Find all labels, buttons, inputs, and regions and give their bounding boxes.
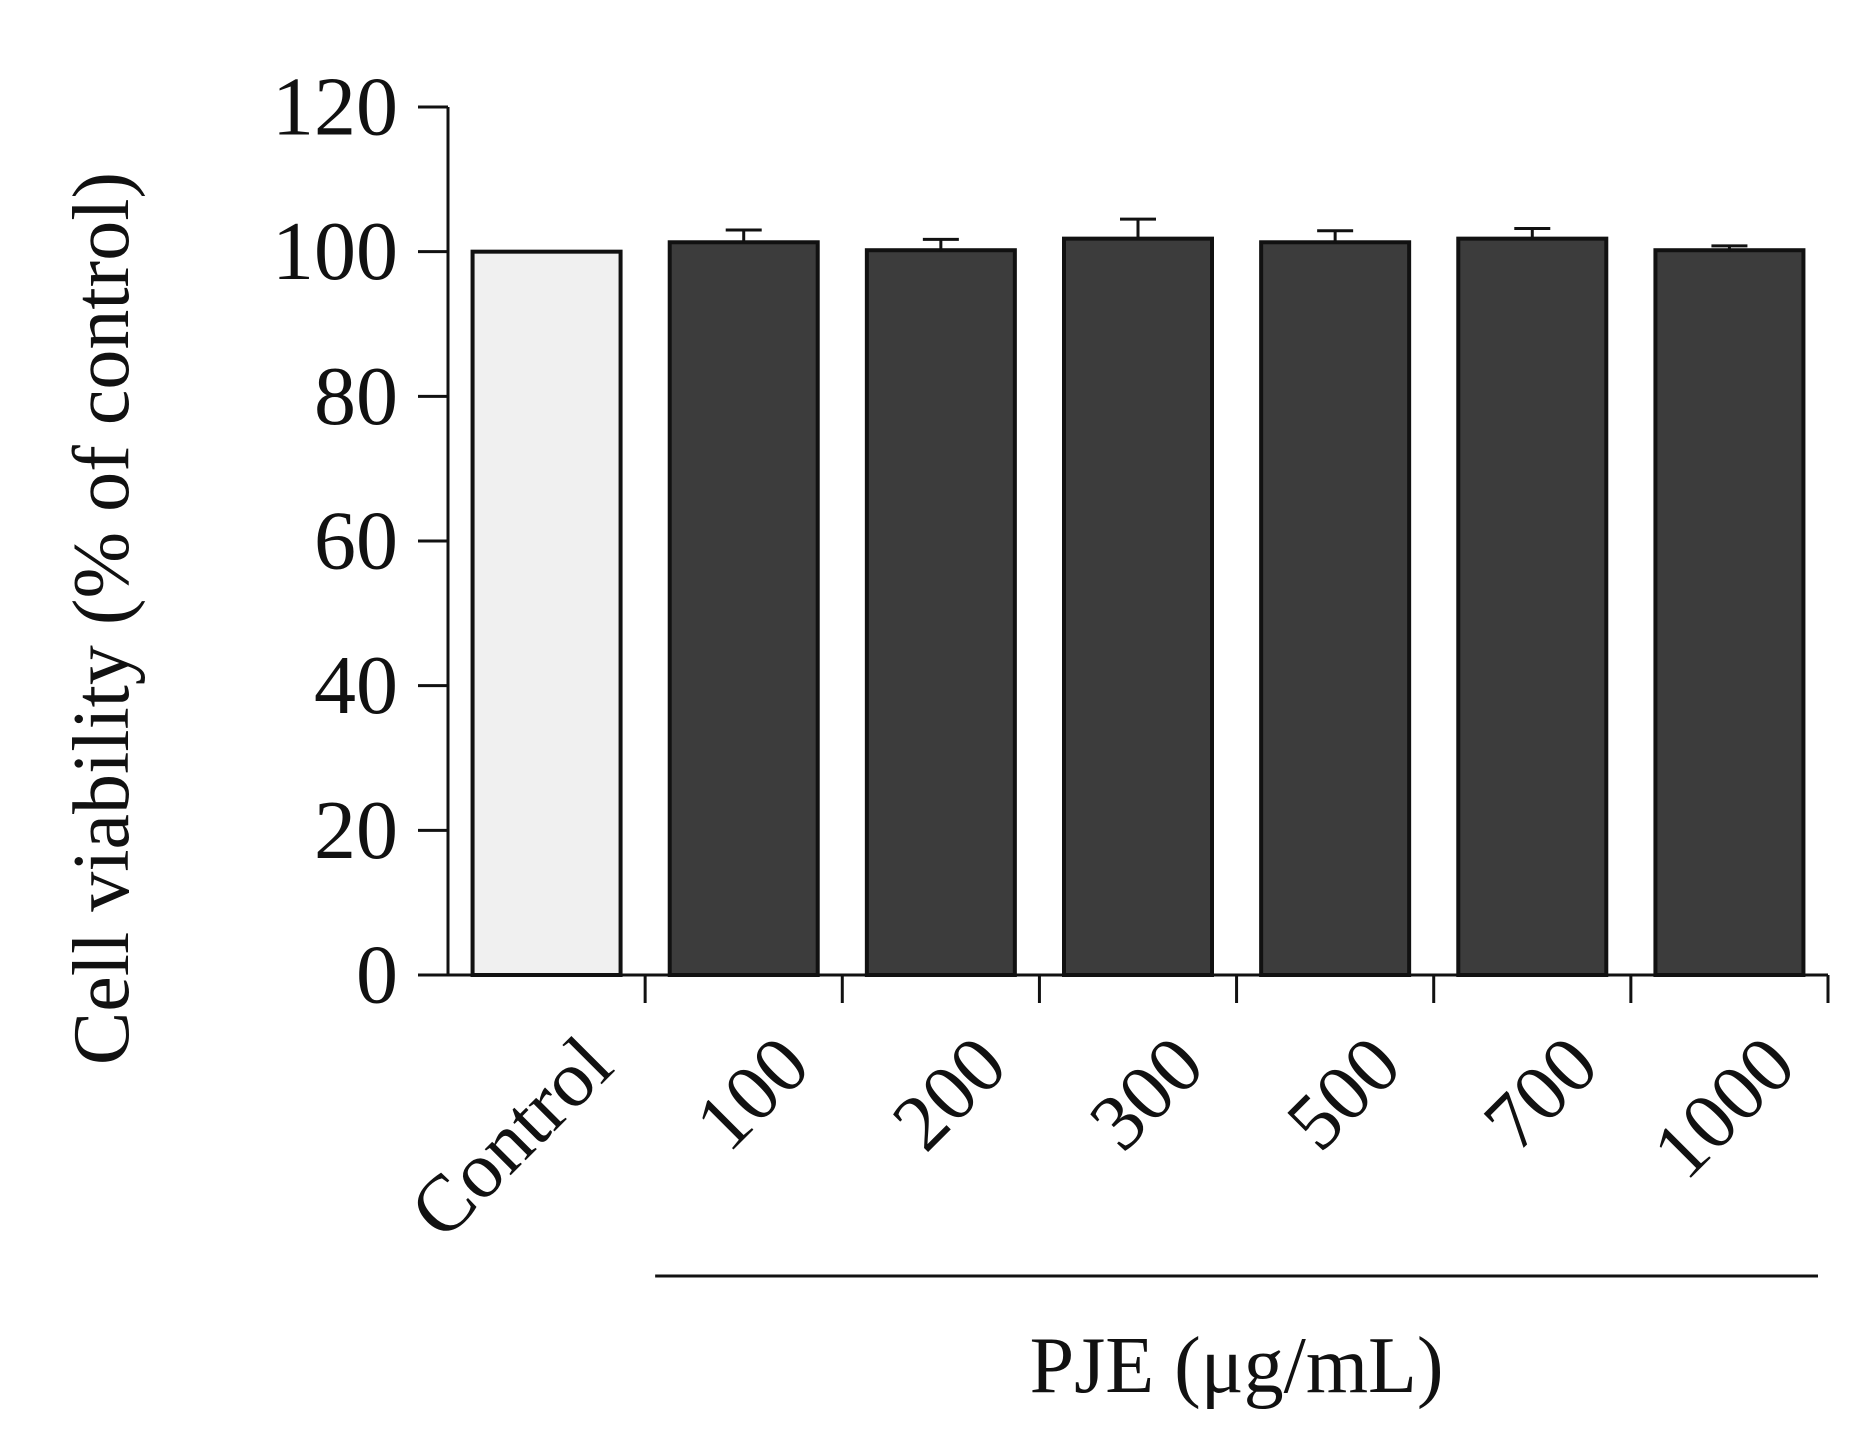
x-tick-label: 1000 xyxy=(1636,1020,1811,1195)
bars-group xyxy=(470,217,1806,978)
x-tick-label: 700 xyxy=(1468,1020,1615,1167)
group-label: PJE (μg/mL) xyxy=(1030,1322,1444,1410)
bar-500 xyxy=(1259,240,1412,978)
x-tick-label: Control xyxy=(394,1020,629,1255)
x-tick-label: 200 xyxy=(876,1020,1023,1167)
y-tick-label: 100 xyxy=(272,205,398,298)
bar-100 xyxy=(667,240,820,978)
bar-300 xyxy=(1062,236,1214,977)
bar-700 xyxy=(1456,236,1609,977)
y-tick-label: 40 xyxy=(314,639,398,732)
y-axis: 0 20 40 60 80 100 120 xyxy=(272,61,450,1022)
x-tick-label: 300 xyxy=(1073,1020,1220,1167)
y-tick-label: 60 xyxy=(314,495,398,588)
bar-200 xyxy=(864,248,1017,978)
bar-control xyxy=(470,249,623,977)
y-axis-title: Cell viability (% of control) xyxy=(58,172,146,1065)
y-tick-label: 120 xyxy=(272,61,398,154)
bar-1000 xyxy=(1653,248,1806,978)
x-axis: Control 100 200 300 500 700 1000 xyxy=(394,973,1830,1255)
y-tick-label: 20 xyxy=(314,784,398,877)
y-tick-label: 0 xyxy=(356,929,398,1022)
x-tick-label: 500 xyxy=(1270,1020,1417,1167)
y-tick-label: 80 xyxy=(314,350,398,443)
x-tick-label: 100 xyxy=(679,1020,826,1167)
